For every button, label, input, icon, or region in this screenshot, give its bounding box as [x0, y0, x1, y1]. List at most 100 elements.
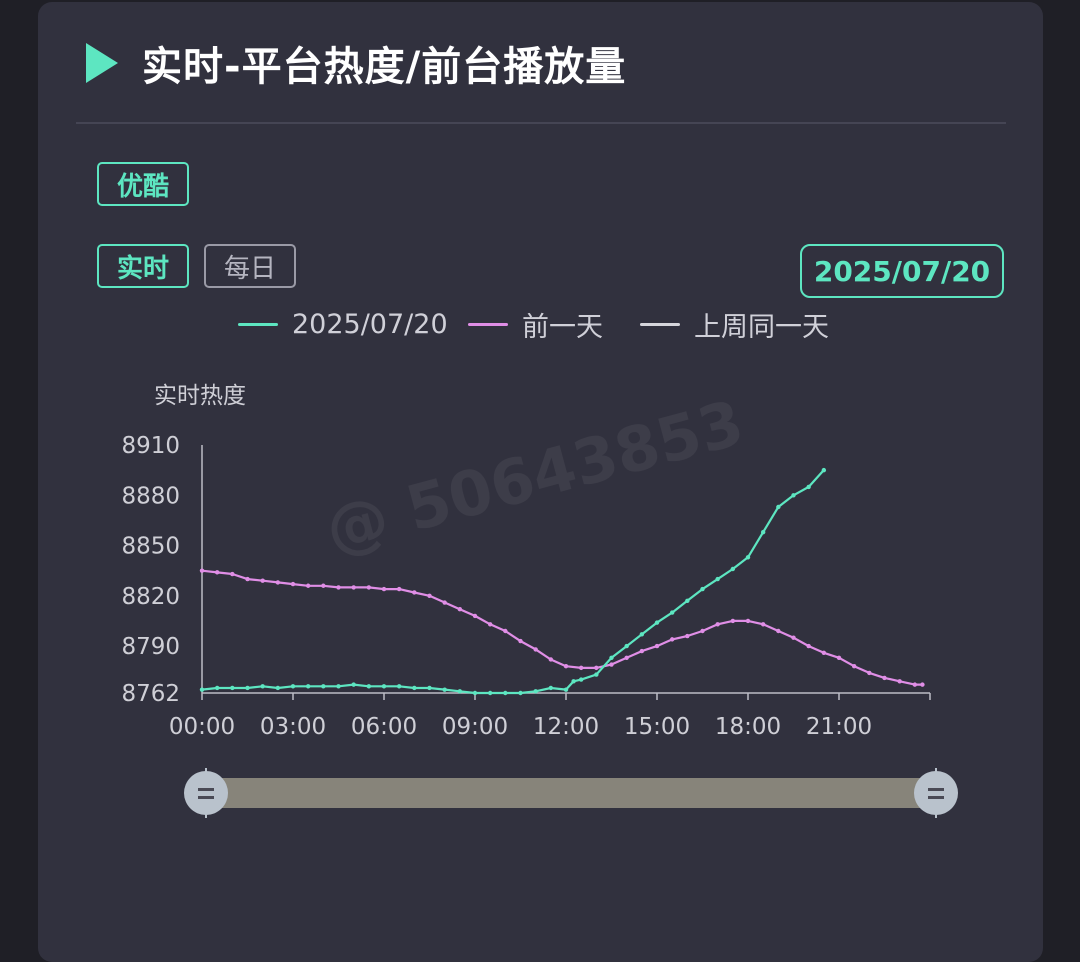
data-point-previous-day — [442, 600, 447, 605]
data-point-today — [563, 687, 569, 692]
data-point-previous-day — [776, 628, 781, 634]
data-point-previous-day — [503, 628, 508, 634]
data-point-today — [806, 484, 811, 490]
platform-tab-youku[interactable]: 优酷 — [97, 162, 189, 206]
data-point-previous-day — [366, 585, 372, 590]
data-point-previous-day — [351, 585, 356, 590]
data-point-previous-day — [882, 675, 887, 681]
data-point-today — [760, 529, 766, 535]
data-point-previous-day — [624, 655, 629, 661]
data-point-previous-day — [578, 665, 584, 671]
divider — [76, 122, 1006, 124]
data-point-previous-day — [851, 663, 857, 669]
data-point-previous-day — [791, 635, 796, 640]
legend-item-last-week[interactable]: 上周同一天 — [640, 302, 829, 346]
data-point-previous-day — [518, 638, 523, 644]
legend-swatch-last-week — [640, 322, 680, 326]
x-tick-label: 21:00 — [806, 714, 872, 740]
data-point-today — [396, 684, 402, 689]
legend-item-today[interactable]: 2025/07/20 — [238, 302, 448, 346]
data-point-previous-day — [806, 643, 811, 649]
title-row: 实时-平台热度/前台播放量 — [86, 38, 626, 90]
data-point-previous-day — [563, 663, 569, 669]
data-point-previous-day — [654, 643, 660, 649]
page-title: 实时-平台热度/前台播放量 — [142, 44, 627, 90]
y-axis-label: 实时热度 — [154, 383, 246, 409]
data-point-today — [791, 493, 796, 498]
data-point-today — [548, 685, 554, 691]
data-point-today — [351, 682, 356, 687]
data-point-previous-day — [912, 682, 918, 687]
zoom-handle-right[interactable] — [914, 771, 958, 815]
data-point-previous-day — [639, 648, 645, 654]
data-point-previous-day — [214, 570, 220, 575]
data-zoom-slider[interactable] — [184, 768, 958, 818]
x-tick-label: 18:00 — [715, 714, 781, 740]
legend-label-previous-day: 前一天 — [522, 311, 603, 343]
zoom-track[interactable] — [206, 778, 936, 808]
data-point-today — [685, 598, 690, 604]
tab-realtime[interactable]: 实时 — [97, 244, 189, 288]
data-point-previous-day — [230, 571, 235, 577]
data-point-today — [776, 504, 781, 510]
tab-daily[interactable]: 每日 — [204, 244, 296, 288]
data-point-today — [275, 685, 281, 691]
data-point-previous-day — [427, 593, 432, 599]
data-point-previous-day — [487, 622, 493, 627]
data-point-previous-day — [275, 580, 281, 585]
data-point-today — [487, 690, 493, 696]
x-tick-label: 09:00 — [442, 714, 508, 740]
data-point-today — [700, 586, 705, 592]
y-tick-label: 8762 — [121, 681, 180, 707]
data-point-today — [571, 679, 576, 684]
legend-label-last-week: 上周同一天 — [694, 311, 829, 343]
data-point-today — [639, 632, 645, 637]
legend-item-previous-day[interactable]: 前一天 — [468, 302, 603, 346]
zoom-handle-right-grip-top — [928, 788, 944, 791]
x-tick-label: 03:00 — [260, 714, 326, 740]
data-point-previous-day — [396, 586, 402, 592]
date-picker-button[interactable]: 2025/07/20 — [800, 244, 1004, 298]
x-axis-ticks: 00:00 03:00 06:00 09:00 12:00 15:00 18:00 21:00 — [169, 693, 931, 740]
data-point-today — [715, 576, 720, 582]
x-tick-label: 15:00 — [624, 714, 690, 740]
data-point-today — [669, 610, 675, 615]
data-point-today — [821, 467, 827, 473]
legend-label-today: 2025/07/20 — [292, 308, 448, 340]
data-point-today — [366, 684, 372, 689]
data-point-today — [199, 687, 205, 692]
data-point-previous-day — [867, 670, 872, 676]
data-point-previous-day — [745, 618, 751, 624]
data-point-today — [503, 690, 508, 696]
y-axis-ticks: 8910 8880 8850 8820 8790 8762 — [121, 433, 180, 707]
data-point-previous-day — [821, 650, 827, 655]
legend-swatch-today — [238, 322, 278, 326]
series-line-previous-day — [201, 569, 923, 686]
data-point-previous-day — [199, 568, 205, 573]
data-point-today — [260, 684, 265, 689]
data-point-today — [578, 677, 584, 682]
data-point-today — [624, 643, 629, 649]
data-point-today — [214, 685, 220, 691]
series-line-today — [201, 469, 825, 695]
data-point-today — [457, 689, 463, 694]
y-tick-label: 8850 — [121, 534, 180, 560]
data-point-previous-day — [457, 607, 463, 612]
data-point-today — [427, 685, 432, 691]
data-point-today — [230, 685, 235, 691]
play-icon — [86, 43, 118, 83]
data-point-previous-day — [548, 657, 554, 662]
data-point-today — [518, 690, 523, 696]
legend-swatch-previous-day — [468, 322, 508, 326]
data-point-previous-day — [920, 682, 925, 687]
data-point-previous-day — [381, 586, 387, 592]
data-point-today — [654, 620, 660, 625]
data-point-previous-day — [700, 628, 705, 634]
y-tick-label: 8880 — [121, 483, 180, 509]
data-point-today — [336, 684, 341, 689]
x-tick-label: 12:00 — [533, 714, 599, 740]
data-point-previous-day — [669, 637, 675, 642]
zoom-handle-left-grip-top — [198, 788, 214, 791]
data-point-previous-day — [533, 647, 538, 652]
zoom-handle-left[interactable] — [184, 771, 228, 815]
